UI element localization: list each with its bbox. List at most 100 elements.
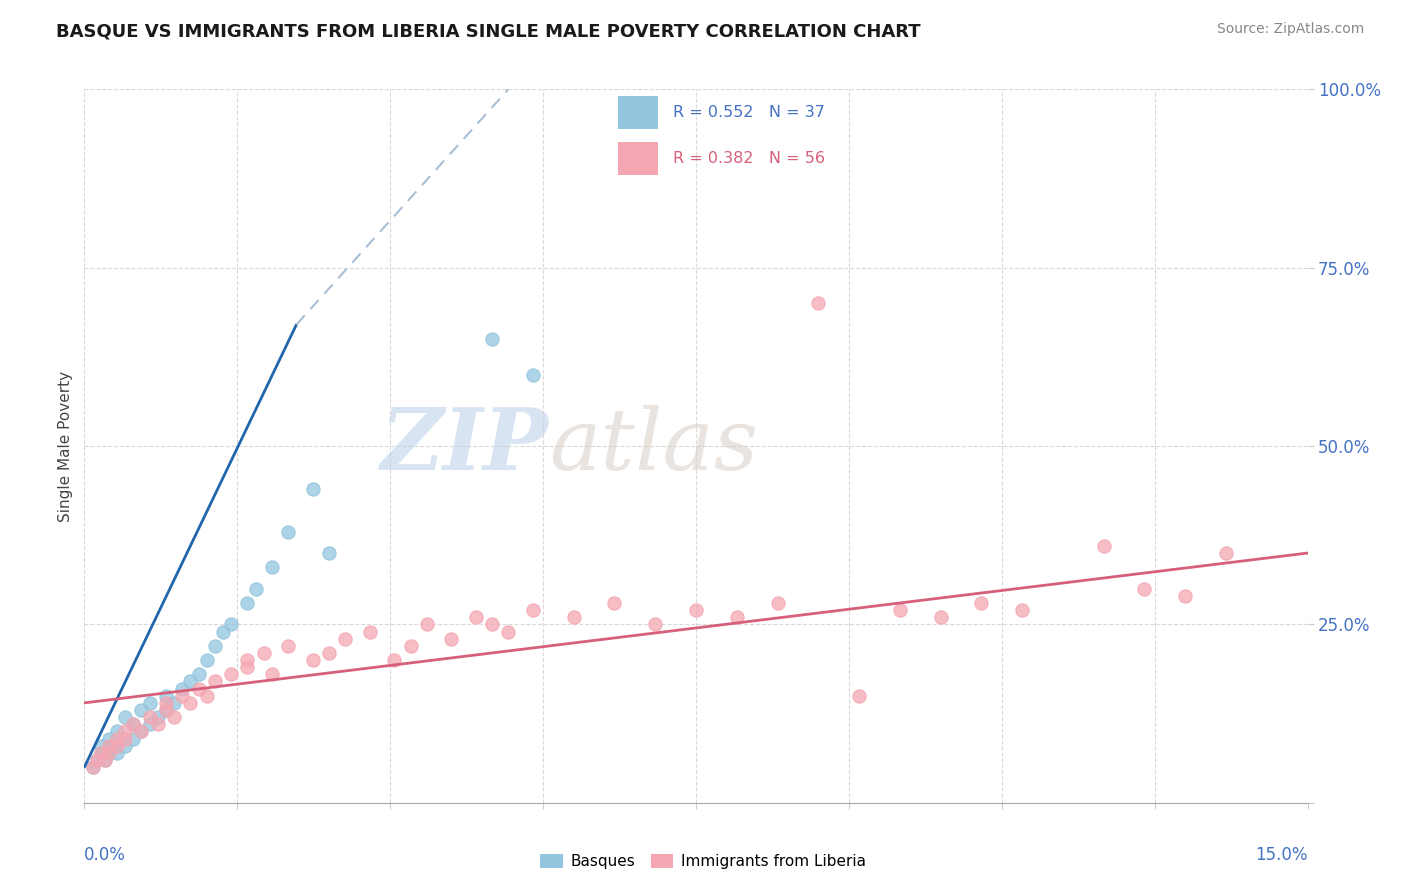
Text: atlas: atlas [550, 405, 758, 487]
Legend: Basques, Immigrants from Liberia: Basques, Immigrants from Liberia [534, 848, 872, 875]
Point [122, 731, 145, 746]
Point [498, 624, 520, 639]
Point [172, 681, 194, 696]
Point [253, 646, 276, 660]
Point [97, 746, 120, 760]
Point [807, 296, 830, 310]
Point [93, 753, 115, 767]
Point [122, 717, 145, 731]
Point [138, 696, 160, 710]
Point [195, 689, 218, 703]
Point [179, 696, 201, 710]
Point [970, 596, 993, 610]
Point [318, 546, 340, 560]
Point [318, 646, 340, 660]
Point [1133, 582, 1156, 596]
FancyBboxPatch shape [617, 142, 658, 175]
Point [138, 710, 160, 724]
Point [163, 696, 186, 710]
Point [187, 667, 209, 681]
Point [245, 582, 267, 596]
Text: R = 0.552   N = 37: R = 0.552 N = 37 [673, 105, 825, 120]
Point [1011, 603, 1033, 617]
Point [86, 753, 108, 767]
Point [101, 739, 124, 753]
Point [382, 653, 405, 667]
Point [163, 710, 186, 724]
Text: ZIP: ZIP [381, 404, 550, 488]
Text: 0.0%: 0.0% [84, 846, 127, 863]
Point [179, 674, 201, 689]
Text: Source: ZipAtlas.com: Source: ZipAtlas.com [1216, 22, 1364, 37]
Point [195, 653, 218, 667]
Point [399, 639, 422, 653]
Point [131, 703, 153, 717]
Point [644, 617, 666, 632]
Point [219, 667, 242, 681]
Point [522, 603, 544, 617]
Point [146, 710, 169, 724]
Point [848, 689, 870, 703]
Point [114, 739, 136, 753]
Point [155, 696, 177, 710]
Point [105, 746, 128, 760]
Point [301, 482, 323, 496]
Point [1215, 546, 1237, 560]
Point [236, 596, 259, 610]
Point [522, 368, 544, 382]
Point [97, 739, 120, 753]
Y-axis label: Single Male Poverty: Single Male Poverty [58, 370, 73, 522]
Point [105, 724, 128, 739]
Point [260, 667, 283, 681]
FancyBboxPatch shape [617, 96, 658, 128]
Point [236, 660, 259, 674]
Point [603, 596, 626, 610]
Point [766, 596, 789, 610]
Point [725, 610, 748, 624]
Point [172, 689, 194, 703]
Point [562, 610, 585, 624]
Point [260, 560, 283, 574]
Text: BASQUE VS IMMIGRANTS FROM LIBERIA SINGLE MALE POVERTY CORRELATION CHART: BASQUE VS IMMIGRANTS FROM LIBERIA SINGLE… [56, 22, 921, 40]
Point [97, 746, 120, 760]
Point [114, 724, 136, 739]
Point [301, 653, 323, 667]
Point [97, 731, 120, 746]
Point [236, 653, 259, 667]
Point [105, 731, 128, 746]
Point [481, 617, 503, 632]
Point [82, 760, 104, 774]
Point [277, 639, 299, 653]
Point [219, 617, 242, 632]
Point [138, 717, 160, 731]
Point [277, 524, 299, 539]
Point [416, 617, 439, 632]
Point [90, 746, 112, 760]
Point [155, 703, 177, 717]
Text: 15.0%: 15.0% [1256, 846, 1308, 863]
Point [359, 624, 381, 639]
Point [105, 739, 128, 753]
Point [889, 603, 911, 617]
Point [90, 746, 112, 760]
Point [93, 753, 115, 767]
Point [187, 681, 209, 696]
Point [90, 739, 112, 753]
Point [204, 639, 226, 653]
Point [464, 610, 486, 624]
Point [481, 332, 503, 346]
Point [212, 624, 235, 639]
Point [204, 674, 226, 689]
Point [131, 724, 153, 739]
Point [122, 717, 145, 731]
Point [685, 603, 707, 617]
Point [1092, 539, 1115, 553]
Point [929, 610, 952, 624]
Text: R = 0.382   N = 56: R = 0.382 N = 56 [673, 151, 825, 166]
Point [131, 724, 153, 739]
Point [1174, 589, 1197, 603]
Point [114, 731, 136, 746]
Point [440, 632, 463, 646]
Point [155, 689, 177, 703]
Point [82, 760, 104, 774]
